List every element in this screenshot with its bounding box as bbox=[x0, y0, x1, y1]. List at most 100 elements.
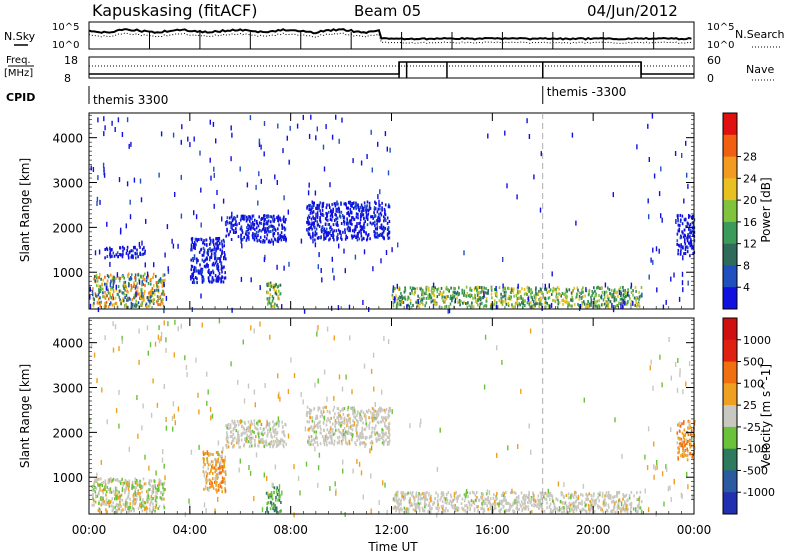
echo-cell bbox=[252, 214, 255, 218]
echo-cell bbox=[555, 290, 558, 294]
echo-cell bbox=[548, 290, 550, 293]
echo-cell bbox=[125, 487, 127, 491]
echo-cell bbox=[363, 249, 366, 255]
echo-cell bbox=[351, 236, 354, 240]
echo-cell bbox=[332, 207, 334, 211]
echo-cell bbox=[314, 238, 316, 242]
echo-cell bbox=[447, 288, 449, 292]
echo-cell bbox=[342, 459, 344, 465]
echo-cell bbox=[125, 251, 128, 255]
echo-cell bbox=[522, 496, 524, 500]
echo-cell bbox=[160, 131, 163, 137]
echo-cell bbox=[126, 249, 128, 252]
echo-cell bbox=[232, 231, 235, 234]
echo-cell bbox=[340, 222, 343, 225]
echo-cell bbox=[109, 291, 111, 295]
echo-cell bbox=[442, 295, 444, 299]
echo-cell bbox=[221, 480, 224, 484]
echo-cell bbox=[477, 505, 479, 509]
echo-cell bbox=[309, 222, 311, 226]
echo-cell bbox=[438, 506, 440, 510]
echo-cell bbox=[419, 497, 422, 501]
echo-cell bbox=[541, 492, 544, 496]
echo-cell bbox=[444, 509, 447, 513]
echo-cell bbox=[247, 223, 249, 227]
echo-cell bbox=[140, 484, 142, 488]
echo-cell bbox=[633, 296, 636, 300]
echo-cell bbox=[382, 438, 385, 442]
echo-cell bbox=[353, 217, 355, 221]
echo-cell bbox=[347, 206, 349, 210]
echo-cell bbox=[376, 225, 379, 229]
echo-cell bbox=[689, 254, 691, 258]
echo-cell bbox=[487, 291, 489, 295]
echo-cell bbox=[502, 505, 505, 509]
echo-cell bbox=[353, 415, 355, 419]
echo-cell bbox=[206, 257, 208, 261]
echo-cell bbox=[111, 286, 114, 290]
echo-cell bbox=[274, 507, 277, 510]
echo-cell bbox=[218, 485, 220, 489]
echo-cell bbox=[342, 408, 344, 412]
echo-cell bbox=[350, 204, 352, 208]
echo-cell bbox=[91, 503, 94, 507]
echo-cell bbox=[201, 322, 203, 328]
echo-cell bbox=[280, 438, 282, 442]
echo-cell bbox=[177, 243, 179, 249]
echo-cell bbox=[269, 293, 272, 297]
echo-cell bbox=[164, 488, 166, 491]
echo-cell bbox=[322, 144, 325, 150]
echo-cell bbox=[114, 505, 116, 509]
echo-cell bbox=[387, 236, 390, 240]
echo-cell bbox=[343, 433, 345, 436]
echo-cell bbox=[230, 221, 233, 225]
echo-cell bbox=[515, 497, 518, 501]
echo-cell bbox=[476, 496, 478, 499]
echo-cell bbox=[573, 501, 575, 505]
echo-cell bbox=[347, 430, 349, 434]
echo-cell bbox=[99, 302, 101, 306]
echo-cell bbox=[560, 294, 562, 298]
echo-cell bbox=[219, 484, 222, 488]
echo-cell bbox=[517, 283, 519, 289]
echo-cell bbox=[652, 259, 654, 265]
echo-cell bbox=[126, 289, 128, 293]
echo-cell bbox=[215, 247, 217, 251]
echo-cell bbox=[219, 248, 222, 252]
echo-cell bbox=[236, 420, 239, 423]
echo-cell bbox=[122, 291, 124, 295]
echo-cell bbox=[334, 419, 337, 423]
echo-cell bbox=[204, 463, 206, 466]
echo-cell bbox=[240, 217, 242, 221]
echo-cell bbox=[252, 222, 254, 226]
echo-cell bbox=[433, 288, 435, 292]
echo-cell bbox=[105, 497, 108, 501]
echo-cell bbox=[368, 201, 371, 205]
echo-cell bbox=[325, 440, 328, 444]
echo-cell bbox=[137, 492, 140, 495]
echo-cell bbox=[215, 463, 217, 467]
echo-cell bbox=[528, 423, 530, 429]
echo-cell bbox=[250, 444, 253, 448]
echo-cell bbox=[343, 421, 345, 425]
echo-cell bbox=[283, 440, 285, 444]
echo-cell bbox=[598, 299, 601, 303]
echo-cell bbox=[365, 213, 368, 217]
echo-cell bbox=[268, 230, 270, 234]
echo-cell bbox=[361, 205, 364, 209]
echo-cell bbox=[95, 479, 97, 483]
echo-cell bbox=[539, 289, 541, 293]
echo-cell bbox=[336, 223, 338, 227]
echo-cell bbox=[381, 227, 384, 231]
echo-cell bbox=[251, 422, 253, 426]
echo-cell bbox=[346, 442, 349, 446]
echo-cell bbox=[327, 210, 330, 214]
echo-cell bbox=[360, 212, 362, 216]
echo-cell bbox=[270, 230, 272, 233]
echo-cell bbox=[199, 263, 201, 267]
cpid-label: CPID bbox=[6, 91, 35, 104]
echo-cell bbox=[94, 279, 97, 283]
echo-cell bbox=[313, 430, 316, 434]
echo-cell bbox=[551, 271, 553, 277]
echo-cell bbox=[272, 228, 274, 232]
